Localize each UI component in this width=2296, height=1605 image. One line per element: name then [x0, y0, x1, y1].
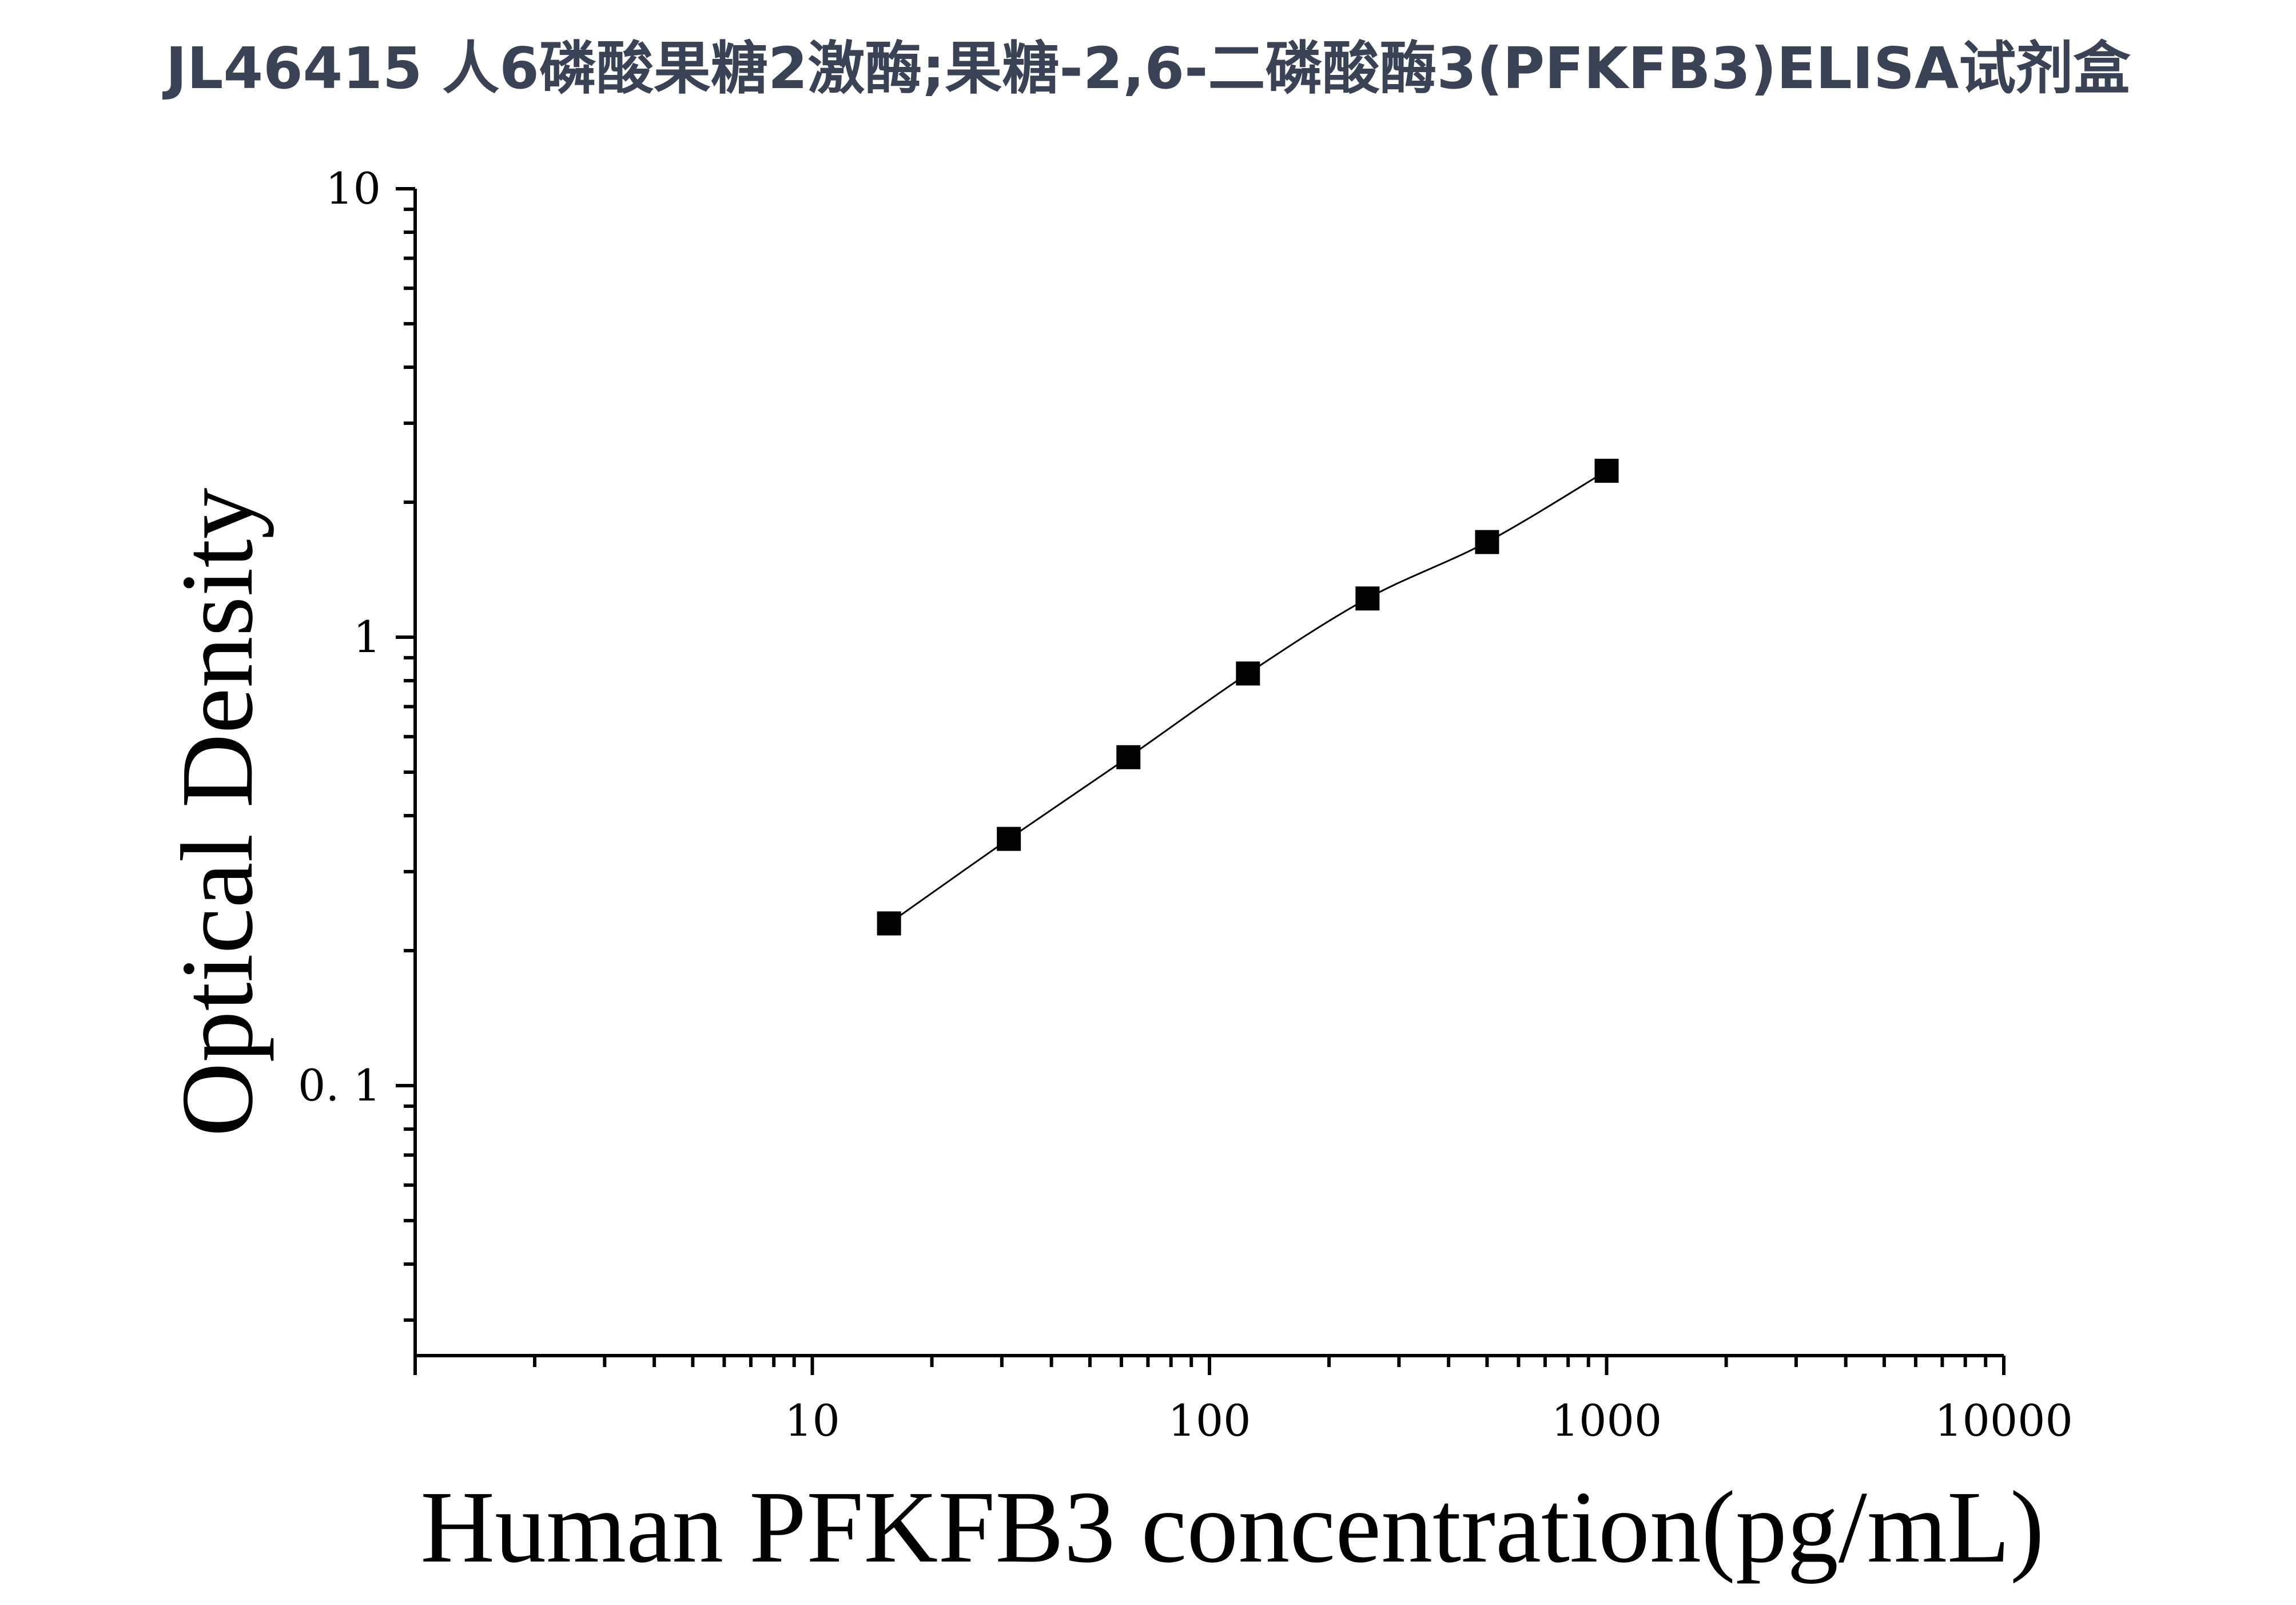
y-axis-label: Optical Density — [160, 488, 274, 1137]
axis-ticks — [396, 187, 2005, 1375]
y-tick-label: 0. 1 — [298, 1060, 381, 1111]
y-tick-label: 10 — [325, 163, 381, 214]
data-point-marker — [1355, 586, 1380, 611]
x-tick-label: 10000 — [1935, 1395, 2073, 1446]
x-tick-label: 10 — [785, 1395, 840, 1446]
data-point-marker — [1236, 661, 1260, 686]
y-tick-label: 1 — [353, 611, 381, 662]
data-point-marker — [1475, 530, 1499, 554]
data-point-marker — [1594, 459, 1619, 483]
x-tick-label: 100 — [1168, 1395, 1251, 1446]
page-title: JL46415 人6磷酸果糖2激酶;果糖-2,6-二磷酸酶3(PFKFB3)EL… — [165, 35, 2131, 102]
data-point-marker — [997, 827, 1021, 851]
data-point-marker — [877, 911, 901, 936]
x-tick-label: 1000 — [1551, 1395, 1662, 1446]
axes — [413, 189, 2004, 1357]
x-axis-label: Human PFKFB3 concentration(pg/mL) — [420, 1470, 2044, 1584]
axis-tick-labels: 10 100 1000 10000 0. 1 1 10 — [298, 163, 2073, 1446]
data-point-marker — [1116, 745, 1141, 769]
data-points — [877, 459, 1619, 936]
